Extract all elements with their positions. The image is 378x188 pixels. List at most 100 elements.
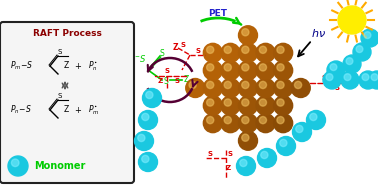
Circle shape bbox=[221, 96, 240, 115]
Circle shape bbox=[277, 46, 284, 53]
Circle shape bbox=[362, 74, 369, 80]
Circle shape bbox=[259, 99, 266, 106]
Text: $+$: $+$ bbox=[74, 61, 82, 71]
Circle shape bbox=[276, 136, 296, 155]
Circle shape bbox=[274, 43, 293, 62]
Circle shape bbox=[237, 156, 256, 176]
Circle shape bbox=[138, 111, 158, 130]
Circle shape bbox=[274, 79, 293, 98]
Text: $h\nu$: $h\nu$ bbox=[310, 27, 325, 39]
Circle shape bbox=[294, 81, 302, 89]
Text: PET: PET bbox=[209, 10, 228, 18]
Circle shape bbox=[239, 114, 257, 133]
Circle shape bbox=[343, 55, 361, 73]
Circle shape bbox=[364, 32, 371, 39]
Text: S: S bbox=[174, 78, 179, 84]
Circle shape bbox=[371, 74, 378, 80]
Circle shape bbox=[326, 74, 333, 80]
Circle shape bbox=[207, 46, 214, 53]
Circle shape bbox=[224, 117, 231, 124]
Text: Z: Z bbox=[225, 165, 231, 171]
Circle shape bbox=[274, 96, 293, 115]
Text: Z: Z bbox=[64, 105, 69, 114]
Circle shape bbox=[256, 43, 275, 62]
Circle shape bbox=[135, 131, 153, 151]
Circle shape bbox=[239, 26, 257, 45]
Circle shape bbox=[256, 79, 275, 98]
Circle shape bbox=[221, 43, 240, 62]
Text: $+$: $+$ bbox=[74, 105, 82, 115]
Circle shape bbox=[256, 114, 275, 133]
Circle shape bbox=[207, 99, 214, 106]
Circle shape bbox=[368, 71, 378, 89]
Text: S: S bbox=[321, 75, 326, 81]
Circle shape bbox=[277, 64, 284, 71]
Circle shape bbox=[239, 96, 257, 115]
Circle shape bbox=[291, 79, 310, 98]
Text: S: S bbox=[58, 49, 62, 55]
Text: RAFT Process: RAFT Process bbox=[33, 29, 101, 37]
Circle shape bbox=[259, 46, 266, 53]
Circle shape bbox=[239, 79, 257, 98]
Circle shape bbox=[242, 99, 249, 106]
Circle shape bbox=[207, 64, 214, 71]
Circle shape bbox=[224, 64, 231, 71]
Circle shape bbox=[221, 114, 240, 133]
Circle shape bbox=[307, 111, 325, 130]
Circle shape bbox=[203, 96, 222, 115]
Circle shape bbox=[203, 79, 222, 98]
Text: $P_n\!-\!S$: $P_n\!-\!S$ bbox=[10, 104, 32, 116]
Circle shape bbox=[356, 46, 363, 52]
Circle shape bbox=[239, 43, 257, 62]
Circle shape bbox=[274, 61, 293, 80]
Text: $^-\!S$: $^-\!S$ bbox=[133, 52, 147, 64]
Circle shape bbox=[224, 99, 231, 106]
Text: S: S bbox=[335, 85, 339, 91]
Circle shape bbox=[203, 114, 222, 133]
Circle shape bbox=[207, 81, 214, 89]
Text: S: S bbox=[58, 93, 62, 99]
Text: S: S bbox=[164, 77, 169, 86]
Circle shape bbox=[242, 81, 249, 89]
Text: S: S bbox=[195, 48, 200, 54]
Circle shape bbox=[8, 156, 28, 176]
Text: Z: Z bbox=[172, 43, 178, 52]
Circle shape bbox=[257, 149, 276, 168]
Text: $P_m\!-\!S$: $P_m\!-\!S$ bbox=[10, 60, 34, 72]
Circle shape bbox=[277, 99, 284, 106]
Circle shape bbox=[359, 71, 377, 89]
Text: $P_n^{\bullet}$: $P_n^{\bullet}$ bbox=[88, 59, 98, 73]
Circle shape bbox=[11, 159, 19, 167]
Circle shape bbox=[259, 81, 266, 89]
Circle shape bbox=[323, 71, 341, 89]
Circle shape bbox=[138, 134, 145, 142]
Circle shape bbox=[274, 114, 293, 133]
Text: S: S bbox=[228, 151, 232, 157]
Circle shape bbox=[224, 46, 231, 53]
Circle shape bbox=[344, 74, 351, 80]
Circle shape bbox=[189, 81, 196, 89]
Text: Z: Z bbox=[64, 61, 69, 70]
Circle shape bbox=[207, 117, 214, 124]
Circle shape bbox=[224, 81, 231, 89]
Circle shape bbox=[242, 64, 249, 71]
Circle shape bbox=[242, 46, 249, 53]
Circle shape bbox=[353, 43, 371, 61]
Circle shape bbox=[261, 151, 268, 158]
Circle shape bbox=[293, 123, 311, 142]
Circle shape bbox=[221, 61, 240, 80]
FancyBboxPatch shape bbox=[0, 22, 134, 183]
Circle shape bbox=[242, 134, 249, 141]
Circle shape bbox=[142, 113, 149, 121]
Circle shape bbox=[277, 117, 284, 124]
Circle shape bbox=[240, 159, 247, 167]
Text: Z: Z bbox=[158, 78, 163, 84]
Circle shape bbox=[146, 91, 153, 99]
Circle shape bbox=[256, 96, 275, 115]
Circle shape bbox=[280, 139, 287, 147]
Circle shape bbox=[242, 29, 249, 36]
Text: S: S bbox=[181, 42, 186, 48]
Text: Z: Z bbox=[344, 75, 350, 81]
Circle shape bbox=[142, 155, 149, 163]
Circle shape bbox=[361, 29, 378, 47]
